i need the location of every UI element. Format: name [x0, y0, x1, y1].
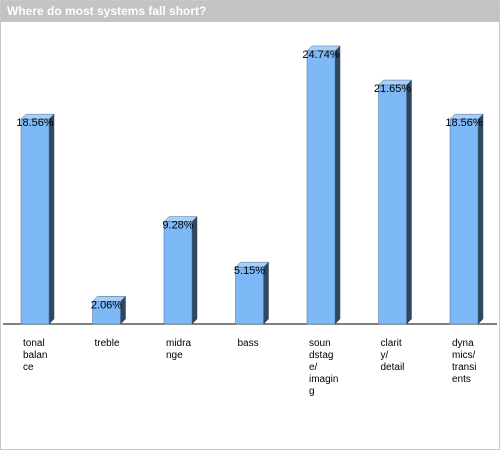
category-label: midra: [166, 338, 191, 349]
chart-title-bar: Where do most systems fall short?: [1, 1, 499, 22]
category-label: tonal: [23, 338, 45, 349]
category-label: bass: [238, 338, 259, 349]
bar: [92, 301, 121, 325]
category-label: treble: [95, 338, 120, 349]
bar-side: [477, 113, 484, 325]
category-label: detail: [381, 362, 405, 373]
bar-side: [191, 215, 198, 325]
data-label: 24.74%: [302, 49, 340, 61]
category-label: ents: [452, 374, 471, 385]
category-label: imagin: [309, 374, 338, 385]
data-label: 2.06%: [91, 299, 122, 311]
bar: [163, 221, 193, 325]
category-label: mics/: [452, 350, 476, 361]
category-label: y/: [381, 350, 389, 361]
category-label: transi: [452, 362, 476, 373]
bar: [449, 118, 479, 325]
category-label: dstag: [309, 350, 333, 361]
category-label: soun: [309, 338, 331, 349]
bar: [20, 118, 50, 325]
chart-title: Where do most systems fall short?: [7, 4, 207, 18]
category-label: nge: [166, 350, 183, 361]
category-label: ce: [23, 362, 34, 373]
category-label: dyna: [452, 338, 474, 349]
bar: [306, 50, 336, 325]
data-label: 5.15%: [234, 265, 265, 277]
bar: [378, 84, 407, 325]
data-label: 18.56%: [445, 117, 483, 129]
category-label: clarit: [381, 338, 402, 349]
bar-side: [406, 79, 412, 325]
data-label: 18.56%: [16, 117, 54, 129]
category-label: balan: [23, 350, 47, 361]
category-label: e/: [309, 362, 318, 373]
bar-side: [48, 113, 55, 325]
data-label: 9.28%: [162, 220, 193, 232]
bar: [235, 266, 264, 325]
bar-side: [334, 45, 341, 325]
data-label: 21.65%: [374, 83, 412, 95]
category-label: g: [309, 386, 315, 397]
